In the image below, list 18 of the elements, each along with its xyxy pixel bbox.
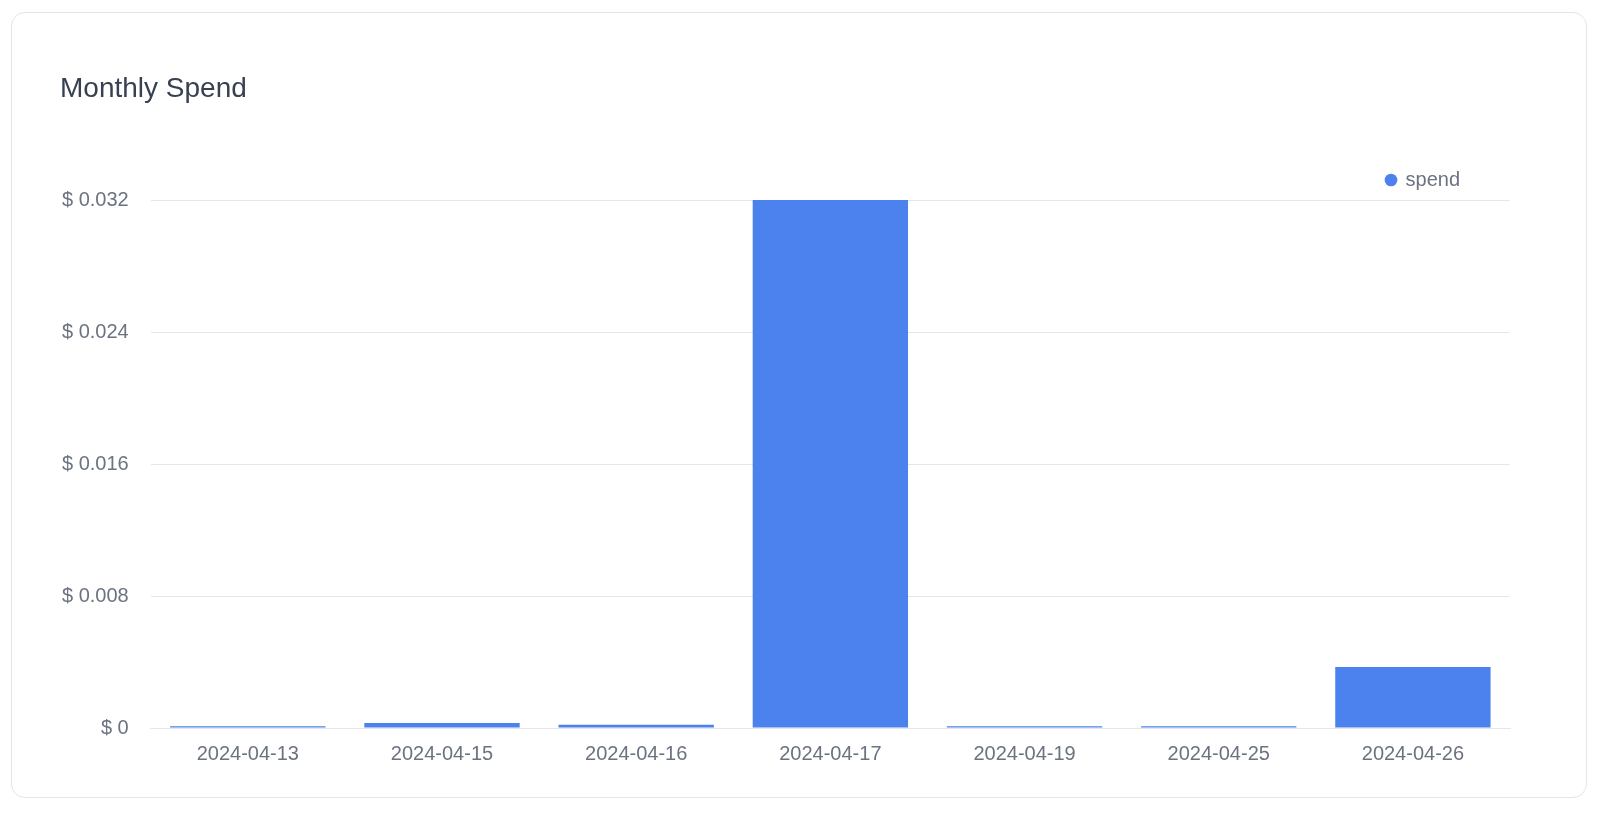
chart-title: Monthly Spend <box>60 72 247 104</box>
y-tick-label: $ 0 <box>100 715 129 738</box>
bar <box>558 724 714 728</box>
x-tick-label: 2024-04-13 <box>196 741 299 764</box>
y-tick-label: $ 0.032 <box>61 187 129 210</box>
bar <box>364 723 520 728</box>
y-tick-label: $ 0.024 <box>61 319 129 342</box>
x-tick-label: 2024-04-25 <box>1167 741 1270 764</box>
x-tick-label: 2024-04-15 <box>390 741 494 764</box>
bar <box>1335 666 1491 728</box>
bar <box>752 200 909 728</box>
x-tick-label: 2024-04-19 <box>973 741 1076 764</box>
legend-label: spend <box>1405 167 1461 190</box>
x-tick-label: 2024-04-26 <box>1361 741 1465 764</box>
x-tick-label: 2024-04-17 <box>779 741 882 764</box>
x-tick-label: 2024-04-16 <box>585 741 688 764</box>
y-tick-label: $ 0.016 <box>61 451 129 474</box>
y-tick-label: $ 0.008 <box>61 583 129 606</box>
